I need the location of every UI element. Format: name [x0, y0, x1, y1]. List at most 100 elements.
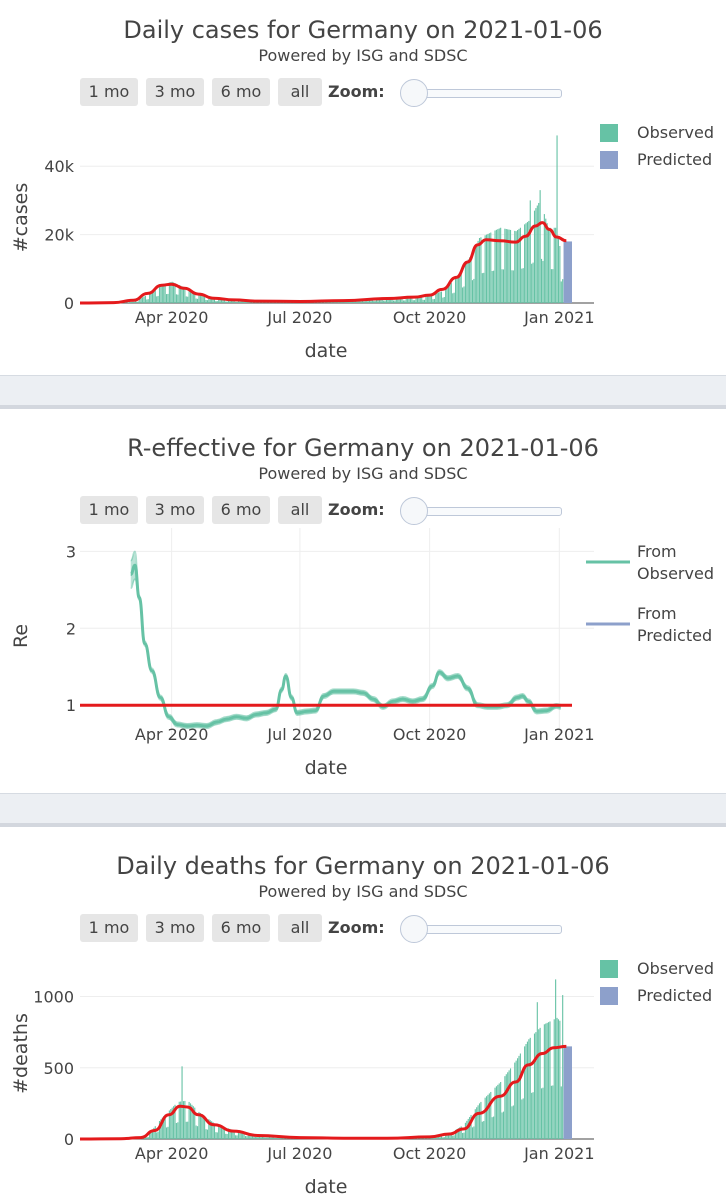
- zoom-slider-handle[interactable]: [400, 915, 428, 943]
- range-button-3mo[interactable]: 3 mo: [146, 78, 204, 106]
- observed-bar: [467, 259, 469, 303]
- range-button-all[interactable]: all: [278, 496, 322, 524]
- observed-bar: [442, 297, 444, 303]
- observed-bar: [236, 301, 238, 303]
- observed-bar: [164, 283, 166, 303]
- observed-bar: [173, 1106, 175, 1139]
- observed-bar: [498, 228, 500, 303]
- observed-bar: [521, 268, 523, 303]
- observed-bar: [129, 302, 131, 303]
- range-button-6mo[interactable]: 6 mo: [212, 78, 270, 106]
- observed-bar: [240, 300, 242, 303]
- observed-bar: [466, 1120, 468, 1139]
- observed-bar: [125, 302, 127, 303]
- observed-bar: [525, 1044, 527, 1139]
- observed-bar: [414, 300, 416, 303]
- observed-bar: [407, 297, 409, 303]
- observed-bar: [473, 1126, 475, 1139]
- re-observed-line: [130, 563, 561, 728]
- chart-title: Daily cases for Germany on 2021-01-06: [123, 16, 603, 44]
- observed-bar: [452, 293, 454, 303]
- observed-bar: [175, 1122, 177, 1139]
- observed-bar: [436, 293, 438, 303]
- observed-bar: [174, 283, 176, 303]
- observed-bar: [244, 301, 247, 303]
- range-button-3mo[interactable]: 3 mo: [146, 496, 204, 524]
- observed-bar: [212, 298, 214, 303]
- range-button-1mo[interactable]: 1 mo: [80, 78, 138, 106]
- legend-label-predicted: Predicted: [637, 150, 712, 169]
- range-button-6mo[interactable]: 6 mo: [212, 496, 270, 524]
- observed-bar: [519, 1053, 521, 1139]
- observed-bar: [481, 1121, 483, 1139]
- observed-bar: [285, 1138, 287, 1139]
- observed-bar: [557, 236, 560, 303]
- x-axis-title: date: [305, 1176, 348, 1198]
- observed-bar: [539, 1027, 541, 1139]
- observed-bar: [273, 1136, 275, 1139]
- observed-bar: [508, 1070, 510, 1139]
- observed-bar: [545, 1023, 547, 1139]
- observed-bar: [136, 301, 138, 303]
- observed-bar: [140, 298, 142, 303]
- observed-bar: [529, 1037, 531, 1139]
- observed-bar: [151, 1129, 154, 1139]
- observed-bar: [163, 1116, 165, 1139]
- observed-bar: [494, 1087, 496, 1139]
- observed-bar: [443, 296, 445, 303]
- observed-bar: [146, 1137, 148, 1139]
- observed-bar: [522, 1098, 524, 1139]
- observed-bar: [404, 300, 406, 303]
- observed-bar: [525, 223, 527, 303]
- observed-bar: [423, 1138, 426, 1139]
- observed-bar: [419, 296, 421, 303]
- observed-bar: [528, 1039, 530, 1139]
- observed-bar: [553, 227, 555, 303]
- observed-bar: [442, 1137, 444, 1139]
- observed-bar: [256, 1136, 258, 1139]
- observed-bar: [517, 230, 519, 303]
- observed-bar: [460, 270, 462, 303]
- observed-bar: [206, 300, 208, 303]
- observed-bar: [490, 232, 492, 303]
- observed-bar: [161, 1117, 163, 1139]
- observed-bar: [519, 227, 521, 303]
- range-button-1mo[interactable]: 1 mo: [80, 496, 138, 524]
- observed-bar: [201, 1113, 203, 1139]
- observed-bar: [383, 300, 385, 303]
- legend-swatch-observed: [600, 124, 618, 142]
- observed-bar: [548, 1022, 550, 1139]
- observed-bar: [378, 297, 380, 303]
- observed-bar: [456, 277, 458, 303]
- observed-bar: [139, 298, 141, 303]
- observed-bar: [235, 1135, 237, 1139]
- observed-bar: [463, 1132, 465, 1139]
- observed-bar: [462, 1132, 464, 1139]
- observed-bar: [518, 1055, 520, 1139]
- legend-swatch-observed: [600, 960, 618, 978]
- observed-bar: [175, 294, 177, 303]
- chart-subtitle: Powered by ISG and SDSC: [258, 882, 468, 901]
- observed-bar: [450, 1132, 452, 1139]
- range-button-3mo[interactable]: 3 mo: [146, 914, 204, 942]
- legend-label-predicted-2: Predicted: [637, 626, 712, 645]
- observed-bar: [240, 1131, 242, 1139]
- observed-bar: [487, 1094, 489, 1139]
- observed-bar: [189, 1103, 192, 1139]
- observed-bar: [181, 286, 183, 303]
- x-tick-label: Jan 2021: [523, 308, 594, 327]
- range-button-all[interactable]: all: [278, 914, 322, 942]
- zoom-slider-handle[interactable]: [400, 497, 428, 525]
- observed-bar: [422, 1138, 424, 1139]
- range-button-all[interactable]: all: [278, 78, 322, 106]
- zoom-slider-handle[interactable]: [400, 79, 428, 107]
- observed-bar: [493, 270, 495, 303]
- observed-bar: [154, 1126, 156, 1139]
- observed-bar: [323, 302, 325, 303]
- range-button-1mo[interactable]: 1 mo: [80, 914, 138, 942]
- observed-bar: [184, 287, 186, 303]
- observed-bar: [524, 1046, 526, 1139]
- observed-bar: [543, 1024, 545, 1139]
- range-button-6mo[interactable]: 6 mo: [212, 914, 270, 942]
- zoom-label: Zoom:: [328, 500, 385, 519]
